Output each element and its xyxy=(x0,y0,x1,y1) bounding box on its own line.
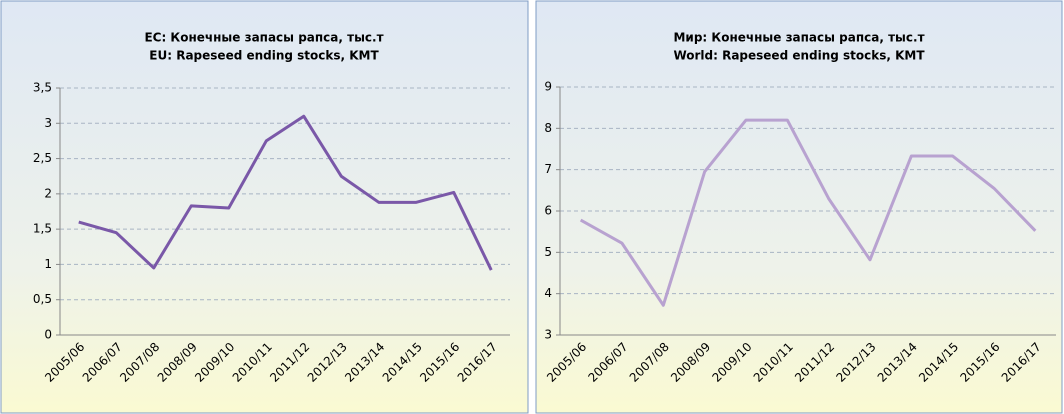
y-tick-label: 3 xyxy=(44,116,52,130)
chart-subtitle: World: Rapeseed ending stocks, KMT xyxy=(673,49,925,63)
y-tick-label: 5 xyxy=(544,245,552,259)
y-tick-label: 0,5 xyxy=(33,292,52,306)
y-tick-label: 8 xyxy=(544,121,552,135)
chart-frame xyxy=(535,0,1063,414)
chart-title: ЕС: Конечные запасы рапса, тыс.т xyxy=(144,31,383,45)
y-tick-label: 6 xyxy=(544,204,552,218)
y-tick-label: 1 xyxy=(44,257,52,271)
y-tick-label: 2,5 xyxy=(33,151,52,165)
y-tick-label: 0 xyxy=(44,328,52,342)
y-tick-label: 1,5 xyxy=(33,222,52,236)
line-series xyxy=(78,114,493,271)
y-tick-label: 3 xyxy=(544,328,552,342)
y-tick-label: 4 xyxy=(544,286,552,300)
y-tick-label: 2 xyxy=(44,186,52,200)
y-tick-label: 7 xyxy=(544,162,552,176)
chart-subtitle: EU: Rapeseed ending stocks, KMT xyxy=(149,49,379,63)
y-tick-label: 9 xyxy=(544,80,552,94)
line-series xyxy=(579,118,1037,307)
chart-frame xyxy=(0,0,529,414)
y-tick-label: 3,5 xyxy=(33,81,52,95)
chart-title: Мир: Конечные запасы рапса, тыс.т xyxy=(673,31,924,45)
